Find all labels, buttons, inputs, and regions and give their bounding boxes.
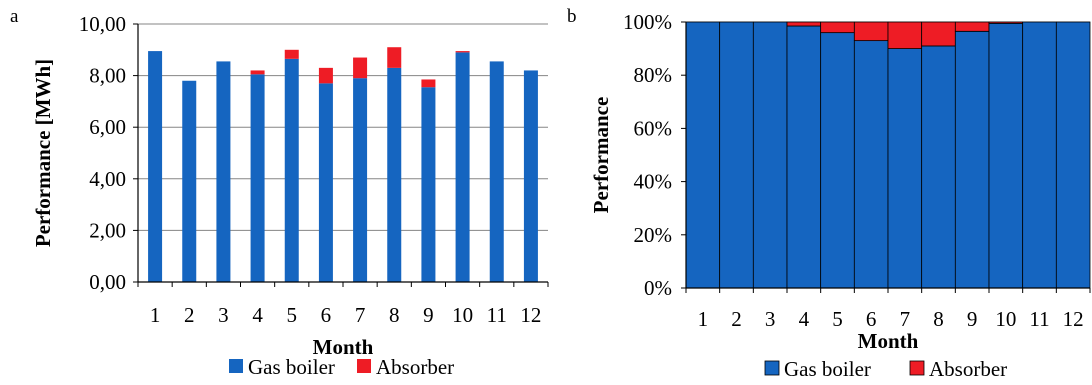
x-axis-title: Month [313, 335, 374, 359]
y-tick-label: 6,00 [89, 115, 126, 139]
gas-boiler-bar [954, 30, 990, 289]
x-tick-label: 6 [321, 303, 332, 327]
legend-swatch-gas-boiler [764, 360, 780, 376]
gas-boiler-bar [820, 32, 855, 289]
x-tick-label: 9 [967, 307, 978, 331]
gas-boiler-bar [921, 45, 956, 289]
gas-boiler-bar [489, 61, 504, 282]
gas-boiler-bar [752, 21, 788, 289]
x-tick-label: 2 [731, 307, 742, 331]
x-tick-label: 8 [389, 303, 400, 327]
gas-boiler-bar [455, 52, 470, 282]
absorber-bar [988, 21, 1024, 24]
gas-boiler-bar [318, 83, 333, 282]
absorber-bar [250, 70, 265, 75]
x-tick-label: 12 [520, 303, 541, 327]
y-tick-label: 100% [623, 10, 672, 34]
gas-boiler-bar [284, 58, 299, 282]
x-tick-label: 2 [184, 303, 195, 327]
gas-boiler-bar [786, 25, 822, 289]
gas-boiler-bar [182, 80, 197, 282]
y-axis-title: Performance [589, 97, 613, 214]
gas-boiler-bar [148, 51, 163, 283]
absorber-bar [284, 49, 299, 59]
gas-boiler-bar [1055, 21, 1091, 289]
legend-label-absorber: Absorber [929, 357, 1007, 381]
gas-boiler-bar [387, 67, 402, 282]
y-tick-label: 2,00 [89, 218, 126, 242]
gas-boiler-bar [250, 74, 265, 282]
x-axis-title: Month [858, 329, 919, 353]
absorber-bar [786, 21, 822, 27]
y-tick-label: 60% [634, 116, 673, 140]
x-tick-label: 9 [423, 303, 434, 327]
x-tick-label: 8 [933, 307, 944, 331]
x-tick-label: 5 [832, 307, 843, 331]
panel-b: b 0%20%40%60%80%100%1 2 3 4 5 6 7 8 9 10 11 12Perfo… [567, 6, 1091, 381]
panel-a-label: a [10, 6, 19, 27]
gas-boiler-bar [719, 21, 754, 289]
y-tick-label: 4,00 [89, 167, 126, 191]
gas-boiler-bar [523, 70, 538, 282]
panel-b-label: b [567, 6, 577, 27]
x-tick-label: 12 [1063, 307, 1084, 331]
x-tick-label: 11 [1029, 307, 1049, 331]
y-axis-title: Performance [MWh] [31, 59, 55, 247]
absorber-bar [887, 21, 923, 50]
gas-boiler-bar [216, 61, 231, 282]
x-tick-label: 3 [218, 303, 229, 327]
gas-boiler-bar [887, 48, 923, 289]
x-tick-label: 4 [799, 307, 810, 331]
x-tick-label: 11 [487, 303, 507, 327]
x-tick-label: 10 [452, 303, 473, 327]
x-tick-label: 4 [252, 303, 263, 327]
x-tick-label: 10 [995, 307, 1016, 331]
absorber-bar [318, 67, 333, 84]
y-tick-label: 20% [634, 223, 673, 247]
legend-label-gas-boiler: Gas boiler [784, 357, 871, 381]
x-tick-label: 1 [150, 303, 161, 327]
absorber-bar [954, 21, 990, 32]
x-tick-label: 3 [765, 307, 776, 331]
x-tick-label: 1 [698, 307, 709, 331]
legend-swatch-absorber [357, 359, 371, 373]
absorber-bar [353, 57, 368, 79]
y-tick-label: 0,00 [89, 270, 126, 294]
legend-label-absorber: Absorber [376, 355, 454, 379]
y-tick-label: 10,00 [79, 12, 126, 36]
x-tick-label: 6 [866, 307, 877, 331]
gas-boiler-bar [685, 21, 721, 289]
y-tick-label: 40% [634, 170, 673, 194]
absorber-bar [853, 21, 889, 42]
gas-boiler-bar [853, 40, 889, 289]
legend-swatch-gas-boiler [229, 359, 243, 373]
x-tick-label: 7 [900, 307, 911, 331]
absorber-bar [455, 51, 470, 53]
gas-boiler-bar [988, 22, 1024, 289]
absorber-bar [921, 21, 956, 47]
y-tick-label: 8,00 [89, 64, 126, 88]
y-tick-label: 0% [644, 276, 672, 300]
absorber-bar [421, 79, 436, 88]
gas-boiler-bar [1022, 21, 1057, 289]
absorber-bar [387, 47, 402, 68]
legend-swatch-absorber [909, 360, 925, 376]
x-tick-label: 5 [287, 303, 298, 327]
y-tick-label: 80% [634, 63, 673, 87]
gas-boiler-bar [353, 78, 368, 283]
legend-label-gas-boiler: Gas boiler [248, 355, 335, 379]
gas-boiler-bar [421, 87, 436, 283]
x-tick-label: 7 [355, 303, 366, 327]
absorber-bar [820, 21, 855, 34]
